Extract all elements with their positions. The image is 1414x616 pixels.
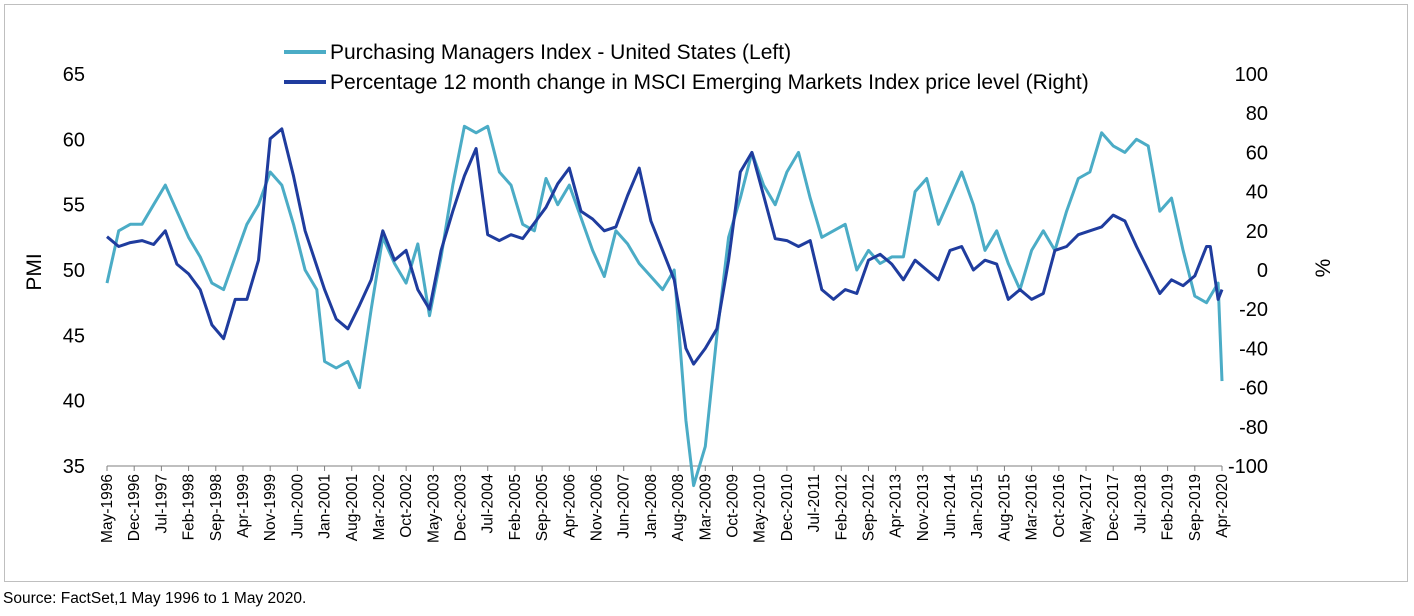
y-right-tick-label: -80 — [1239, 417, 1268, 439]
y-left-tick-label: 45 — [63, 325, 85, 347]
x-tick-label: Jul-2018 — [1132, 474, 1149, 533]
y-left-tick-label: 35 — [63, 456, 85, 478]
y-right-tick-label: 100 — [1235, 64, 1268, 86]
x-tick-label: Mar-2002 — [371, 474, 388, 540]
x-tick-label: Feb-1998 — [181, 474, 198, 540]
x-axis: May-1996 Dec-1996 Jul-1997 Feb-1998 Sep-1998… — [99, 466, 1231, 543]
x-tick-label: Jan-2001 — [317, 474, 334, 539]
x-tick-label: Apr-2006 — [561, 474, 578, 538]
x-tick-label: Feb-2005 — [507, 474, 524, 540]
x-tick-label: Apr-2013 — [888, 474, 905, 538]
y-left-tick-label: 65 — [63, 64, 85, 86]
x-tick-label: Aug-2001 — [344, 474, 361, 541]
y-left-tick-label: 60 — [63, 129, 85, 151]
chart-frame — [4, 4, 1408, 582]
x-tick-label: Sep-1998 — [208, 474, 225, 541]
x-tick-label: Nov-2013 — [915, 474, 932, 541]
x-tick-label: Dec-2010 — [779, 474, 796, 542]
x-tick-label: Oct-2016 — [1051, 474, 1068, 538]
plot-area: May-1996 Dec-1996 Jul-1997 Feb-1998 Sep-1998… — [23, 41, 1335, 543]
x-tick-label: Sep-2005 — [534, 474, 551, 541]
x-tick-label: Feb-2019 — [1160, 474, 1177, 540]
x-tick-label: Apr-2020 — [1214, 474, 1231, 538]
y-axis-left-title: PMI — [23, 253, 46, 290]
x-tick-label: May-2003 — [425, 474, 442, 543]
x-tick-label: Nov-2006 — [589, 474, 606, 541]
x-tick-label: Aug-2008 — [670, 474, 687, 541]
x-tick-label: Mar-2009 — [697, 474, 714, 540]
x-tick-label: Jun-2000 — [289, 474, 306, 539]
x-tick-label: Nov-1999 — [262, 474, 279, 541]
legend: Purchasing Managers Index - United State… — [284, 41, 1089, 94]
y-right-tick-label: -60 — [1239, 378, 1268, 400]
x-tick-label: Oct-2002 — [398, 474, 415, 538]
series-line-pmi — [105, 124, 1224, 488]
x-tick-label: Jul-2004 — [480, 474, 497, 534]
legend-label-pmi: Purchasing Managers Index - United State… — [330, 41, 791, 64]
x-tick-label: Sep-2019 — [1187, 474, 1204, 541]
x-tick-label: Apr-1999 — [235, 474, 252, 538]
y-right-tick-label: -40 — [1239, 338, 1268, 360]
x-tick-label: Jun-2014 — [942, 474, 959, 539]
y-right-tick-label: 80 — [1246, 103, 1268, 125]
x-tick-label: Sep-2012 — [860, 474, 877, 541]
series-line-msci — [106, 127, 1224, 366]
x-tick-label: Oct-2009 — [724, 474, 741, 538]
y-left-tick-label: 55 — [63, 195, 85, 217]
x-tick-label: Jun-2007 — [616, 474, 633, 539]
x-tick-label: Mar-2016 — [1024, 474, 1041, 540]
y-axis-right: -100 -80 -60 -40 -20 0 20 40 60 80 100 — [1228, 64, 1268, 478]
y-axis-left: 35 40 45 50 55 60 65 — [63, 64, 85, 478]
y-right-tick-label: -20 — [1239, 299, 1268, 321]
x-tick-label: Jul-2011 — [806, 474, 823, 532]
y-left-tick-label: 40 — [63, 391, 85, 413]
legend-label-msci: Percentage 12 month change in MSCI Emerg… — [330, 71, 1089, 94]
x-tick-label: Dec-1996 — [126, 474, 143, 541]
y-right-tick-label: 20 — [1246, 221, 1268, 243]
x-tick-label: Jul-1997 — [153, 474, 170, 533]
x-tick-label: May-2017 — [1078, 474, 1095, 543]
x-tick-label: Aug-2015 — [996, 474, 1013, 541]
x-tick-label: Jan-2008 — [643, 474, 660, 539]
y-right-tick-label: 60 — [1246, 142, 1268, 164]
series-lines — [105, 124, 1224, 488]
x-tick-label: May-1996 — [99, 474, 116, 543]
x-tick-label: Jan-2015 — [969, 474, 986, 539]
x-tick-label: May-2010 — [752, 474, 769, 543]
source-note: Source: FactSet,1 May 1996 to 1 May 2020… — [3, 590, 307, 607]
y-right-tick-label: 0 — [1257, 260, 1268, 282]
y-right-tick-label: 40 — [1246, 182, 1268, 204]
x-tick-label: Dec-2003 — [453, 474, 470, 541]
y-left-tick-label: 50 — [63, 260, 85, 282]
y-axis-right-title: % — [1312, 259, 1335, 278]
x-tick-label: Feb-2012 — [833, 474, 850, 540]
y-right-tick-label: -100 — [1228, 456, 1268, 478]
x-tick-label: Dec-2017 — [1105, 474, 1122, 541]
